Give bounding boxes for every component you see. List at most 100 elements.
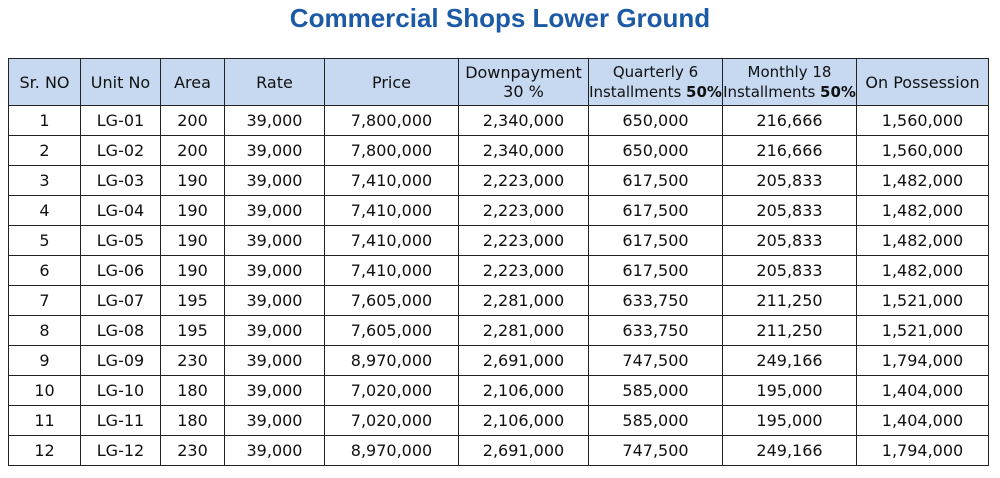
cell-downpayment: 2,691,000 bbox=[458, 345, 589, 376]
cell-monthly: 211,250 bbox=[722, 285, 857, 316]
cell-quarterly: 633,750 bbox=[588, 315, 723, 346]
cell-unit-no: LG-07 bbox=[80, 285, 161, 316]
cell-monthly: 205,833 bbox=[722, 165, 857, 196]
cell-unit-no: LG-03 bbox=[80, 165, 161, 196]
cell-unit-no: LG-12 bbox=[80, 435, 161, 466]
cell-rate: 39,000 bbox=[224, 105, 325, 136]
cell-sr-no: 8 bbox=[8, 315, 81, 346]
cell-area: 230 bbox=[160, 435, 225, 466]
cell-rate: 39,000 bbox=[224, 375, 325, 406]
cell-unit-no: LG-04 bbox=[80, 195, 161, 226]
cell-price: 7,020,000 bbox=[324, 375, 459, 406]
header-quarterly: Quarterly 6 Installments 50% bbox=[588, 58, 723, 106]
cell-unit-no: LG-05 bbox=[80, 225, 161, 256]
cell-rate: 39,000 bbox=[224, 135, 325, 166]
header-area: Area bbox=[160, 58, 225, 106]
cell-quarterly: 617,500 bbox=[588, 165, 723, 196]
cell-monthly: 211,250 bbox=[722, 315, 857, 346]
cell-area: 190 bbox=[160, 225, 225, 256]
price-table: Sr. NO Unit No Area Rate Price Downpayme… bbox=[8, 58, 989, 466]
table-row: 10 LG-10 180 39,000 7,020,000 2,106,000 585,00… bbox=[8, 375, 989, 406]
cell-on-possession: 1,521,000 bbox=[856, 315, 989, 346]
cell-sr-no: 12 bbox=[8, 435, 81, 466]
header-downpayment-line1: Downpayment bbox=[465, 63, 582, 82]
header-quarterly-percent: 50% bbox=[686, 83, 722, 101]
cell-quarterly: 747,500 bbox=[588, 435, 723, 466]
table-row: 1 LG-01 200 39,000 7,800,000 2,340,000 650,000… bbox=[8, 105, 989, 136]
cell-on-possession: 1,404,000 bbox=[856, 405, 989, 436]
cell-price: 8,970,000 bbox=[324, 435, 459, 466]
cell-downpayment: 2,691,000 bbox=[458, 435, 589, 466]
cell-quarterly: 747,500 bbox=[588, 345, 723, 376]
cell-area: 230 bbox=[160, 345, 225, 376]
cell-price: 8,970,000 bbox=[324, 345, 459, 376]
cell-quarterly: 617,500 bbox=[588, 195, 723, 226]
cell-on-possession: 1,794,000 bbox=[856, 345, 989, 376]
cell-quarterly: 585,000 bbox=[588, 375, 723, 406]
table-row: 2 LG-02 200 39,000 7,800,000 2,340,000 650,000… bbox=[8, 135, 989, 166]
cell-area: 200 bbox=[160, 105, 225, 136]
cell-on-possession: 1,560,000 bbox=[856, 135, 989, 166]
header-monthly-line1: Monthly 18 bbox=[747, 63, 832, 81]
page-title: Commercial Shops Lower Ground bbox=[289, 3, 711, 33]
cell-on-possession: 1,794,000 bbox=[856, 435, 989, 466]
cell-price: 7,020,000 bbox=[324, 405, 459, 436]
cell-area: 200 bbox=[160, 135, 225, 166]
cell-rate: 39,000 bbox=[224, 435, 325, 466]
header-monthly-line2: Installments 50% bbox=[723, 83, 856, 101]
cell-downpayment: 2,223,000 bbox=[458, 255, 589, 286]
cell-downpayment: 2,281,000 bbox=[458, 315, 589, 346]
cell-unit-no: LG-09 bbox=[80, 345, 161, 376]
cell-area: 180 bbox=[160, 375, 225, 406]
cell-on-possession: 1,482,000 bbox=[856, 255, 989, 286]
cell-unit-no: LG-06 bbox=[80, 255, 161, 286]
cell-monthly: 249,166 bbox=[722, 345, 857, 376]
cell-price: 7,605,000 bbox=[324, 285, 459, 316]
cell-monthly: 195,000 bbox=[722, 375, 857, 406]
cell-on-possession: 1,560,000 bbox=[856, 105, 989, 136]
header-price: Price bbox=[324, 58, 459, 106]
cell-downpayment: 2,340,000 bbox=[458, 105, 589, 136]
cell-quarterly: 650,000 bbox=[588, 105, 723, 136]
cell-sr-no: 6 bbox=[8, 255, 81, 286]
cell-downpayment: 2,223,000 bbox=[458, 165, 589, 196]
header-quarterly-installments: Installments bbox=[589, 83, 687, 101]
cell-downpayment: 2,106,000 bbox=[458, 405, 589, 436]
cell-sr-no: 1 bbox=[8, 105, 81, 136]
cell-quarterly: 617,500 bbox=[588, 225, 723, 256]
cell-area: 180 bbox=[160, 405, 225, 436]
table-body: 1 LG-01 200 39,000 7,800,000 2,340,000 650,000… bbox=[8, 105, 989, 466]
cell-price: 7,410,000 bbox=[324, 225, 459, 256]
cell-sr-no: 5 bbox=[8, 225, 81, 256]
cell-on-possession: 1,482,000 bbox=[856, 195, 989, 226]
cell-rate: 39,000 bbox=[224, 255, 325, 286]
header-unit-no: Unit No bbox=[80, 58, 161, 106]
header-sr-no: Sr. NO bbox=[8, 58, 81, 106]
cell-downpayment: 2,223,000 bbox=[458, 225, 589, 256]
header-quarterly-line2: Installments 50% bbox=[589, 83, 722, 101]
table-row: 3 LG-03 190 39,000 7,410,000 2,223,000 617,500… bbox=[8, 165, 989, 196]
header-monthly-installments: Installments bbox=[723, 83, 821, 101]
cell-downpayment: 2,223,000 bbox=[458, 195, 589, 226]
cell-price: 7,410,000 bbox=[324, 255, 459, 286]
cell-area: 195 bbox=[160, 315, 225, 346]
cell-downpayment: 2,106,000 bbox=[458, 375, 589, 406]
cell-quarterly: 585,000 bbox=[588, 405, 723, 436]
cell-on-possession: 1,521,000 bbox=[856, 285, 989, 316]
cell-rate: 39,000 bbox=[224, 285, 325, 316]
cell-monthly: 216,666 bbox=[722, 105, 857, 136]
cell-price: 7,410,000 bbox=[324, 165, 459, 196]
cell-downpayment: 2,281,000 bbox=[458, 285, 589, 316]
cell-monthly: 195,000 bbox=[722, 405, 857, 436]
cell-unit-no: LG-10 bbox=[80, 375, 161, 406]
cell-monthly: 249,166 bbox=[722, 435, 857, 466]
cell-monthly: 205,833 bbox=[722, 255, 857, 286]
cell-rate: 39,000 bbox=[224, 405, 325, 436]
cell-rate: 39,000 bbox=[224, 195, 325, 226]
header-quarterly-line1: Quarterly 6 bbox=[612, 63, 699, 81]
cell-rate: 39,000 bbox=[224, 165, 325, 196]
cell-quarterly: 633,750 bbox=[588, 285, 723, 316]
cell-sr-no: 9 bbox=[8, 345, 81, 376]
cell-rate: 39,000 bbox=[224, 225, 325, 256]
cell-rate: 39,000 bbox=[224, 315, 325, 346]
